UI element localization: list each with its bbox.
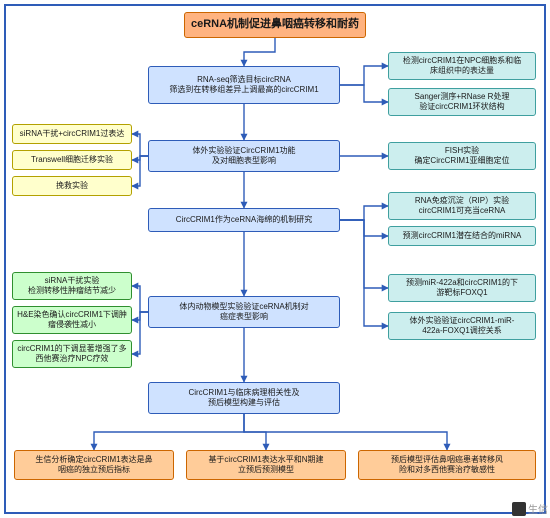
node-main1: RNA-seq筛选目标circRNA 筛选到在转移组差异上调最高的circCRI… (148, 66, 340, 104)
node-r5: 预测circCRIM1潜在结合的miRNA (388, 226, 536, 246)
edge-main2-l1 (132, 134, 148, 156)
edge-main5-b2 (244, 414, 266, 450)
node-r1: 检测circCRIM1在NPC细胞系和临 床组织中的表达量 (388, 52, 536, 80)
edge-main4-l6 (132, 312, 148, 354)
node-main2: 体外实验验证CircCRIM1功能 及对细胞表型影响 (148, 140, 340, 172)
edge-main2-l3 (132, 156, 148, 186)
edge-main5-b1 (94, 414, 244, 450)
edge-main3-r7 (340, 220, 388, 326)
node-l2: Transwell细胞迁移实验 (12, 150, 132, 170)
node-r4: RNA免疫沉淀（RIP）实验 circCRIM1可充当ceRNA (388, 192, 536, 220)
edge-main1-r1 (340, 66, 388, 85)
edge-main3-r4 (340, 206, 388, 220)
flowchart-canvas: ceRNA机制促进鼻咽癌转移和耐药 RNA-seq筛选目标circRNA 筛选到在… (0, 0, 550, 518)
node-l5: H&E染色确认circCRIM1下调肿 瘤侵袭性减小 (12, 306, 132, 334)
node-r2: Sanger测序+RNase R处理 验证circCRIM1环状结构 (388, 88, 536, 116)
node-main4: 体内动物模型实验验证ceRNA机制对 癌症表型影响 (148, 296, 340, 328)
node-title: ceRNA机制促进鼻咽癌转移和耐药 (184, 12, 366, 38)
watermark-text: 生信 (528, 501, 548, 516)
edge-main4-l4 (132, 286, 148, 312)
watermark: 生信 (512, 501, 548, 516)
watermark-icon (512, 502, 526, 516)
node-r7: 体外实验验证circCRIM1-miR- 422a-FOXQ1调控关系 (388, 312, 536, 340)
node-r3: FISH实验 确定CircCRIM1亚细胞定位 (388, 142, 536, 170)
edge-main3-r6 (340, 220, 388, 288)
node-r6: 预测miR-422a和circCRIM1的下 游靶标FOXQ1 (388, 274, 536, 302)
node-l4: siRNA干扰实验 检测转移性肿瘤结节减少 (12, 272, 132, 300)
node-l3: 挽救实验 (12, 176, 132, 196)
node-main5: CircCRIM1与临床病理相关性及 预后模型构建与评估 (148, 382, 340, 414)
edge-main1-r2 (340, 85, 388, 102)
node-b1: 生信分析确定circCRIM1表达是鼻 咽癌的独立预后指标 (14, 450, 174, 480)
edge-main3-r5 (340, 220, 388, 236)
edge-title-main1 (244, 38, 275, 66)
edge-main5-b3 (244, 414, 447, 450)
node-b3: 预后模型评估鼻咽癌患者转移风 险和对多西他赛治疗敏感性 (358, 450, 536, 480)
edge-main4-l5 (132, 312, 148, 320)
node-main3: CircCRIM1作为ceRNA海绵的机制研究 (148, 208, 340, 232)
node-l6: circCRIM1的下调显著增强了多 西他赛治疗NPC疗效 (12, 340, 132, 368)
edge-main2-l2 (132, 156, 148, 160)
node-b2: 基于circCRIM1表达水平和N期建 立预后预测模型 (186, 450, 346, 480)
node-l1: siRNA干扰+circCRIM1过表达 (12, 124, 132, 144)
